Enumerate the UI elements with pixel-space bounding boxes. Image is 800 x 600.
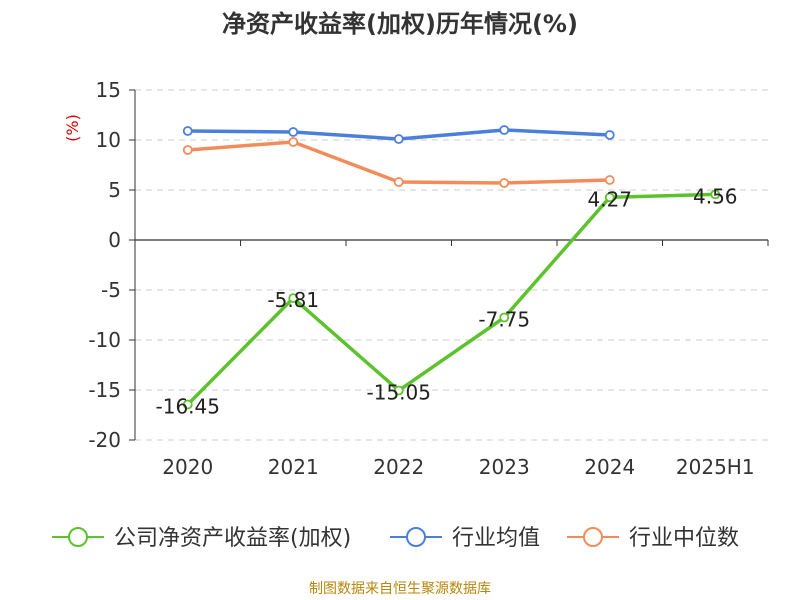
y-tick-label: -15	[88, 378, 121, 402]
series-point-0	[604, 192, 615, 203]
series-point-1	[499, 125, 510, 135]
series-line-0	[186, 192, 716, 406]
legend-label-1: 行业均值	[452, 526, 540, 551]
x-tick-label: 2023	[479, 455, 530, 479]
series-point-0	[182, 399, 193, 410]
y-axis-label: (%)	[63, 114, 82, 142]
series-point-2	[393, 177, 404, 187]
legend-label-0: 公司净资产收益率(加权)	[114, 526, 351, 551]
series-point-1	[393, 134, 404, 144]
y-tick-label: -5	[101, 278, 121, 302]
series-point-2	[288, 137, 299, 147]
legend-marker-2	[583, 527, 603, 547]
series-point-2	[499, 178, 510, 188]
y-tick-label: 10	[96, 128, 121, 152]
series-point-1	[604, 130, 615, 140]
legend-marker-0	[68, 527, 88, 547]
source-note: 制图数据来自恒生聚源数据库	[309, 581, 491, 597]
chart-title: 净资产收益率(加权)历年情况(%)	[222, 10, 578, 38]
legend-label-2: 行业中位数	[629, 526, 739, 551]
series-point-1	[288, 127, 299, 137]
x-tick-label: 2021	[268, 455, 319, 479]
series-line-2	[187, 140, 610, 185]
series-point-0	[288, 293, 299, 304]
legend-marker-1	[406, 527, 426, 547]
series-point-1	[182, 126, 193, 136]
data-label: 4.56	[693, 184, 738, 208]
x-tick-label: 2020	[162, 455, 213, 479]
series-point-2	[604, 175, 615, 185]
data-label: -15.05	[367, 381, 431, 405]
x-tick-label: 2022	[373, 455, 424, 479]
series-point-2	[182, 145, 193, 155]
series-point-0	[393, 385, 404, 396]
x-tick-label: 2025H1	[676, 455, 755, 479]
data-label: -5.81	[267, 288, 319, 312]
y-tick-label: 0	[108, 228, 121, 252]
y-tick-label: -20	[88, 428, 121, 452]
x-tick-label: 2024	[584, 455, 635, 479]
data-label: 4.27	[587, 187, 632, 211]
y-tick-label: -10	[88, 328, 121, 352]
series-point-0	[710, 189, 721, 200]
series-point-0	[499, 312, 510, 323]
data-label: -7.75	[478, 308, 530, 332]
y-tick-label: 15	[96, 78, 121, 102]
y-tick-label: 5	[108, 178, 121, 202]
data-label: -16.45	[156, 395, 220, 419]
